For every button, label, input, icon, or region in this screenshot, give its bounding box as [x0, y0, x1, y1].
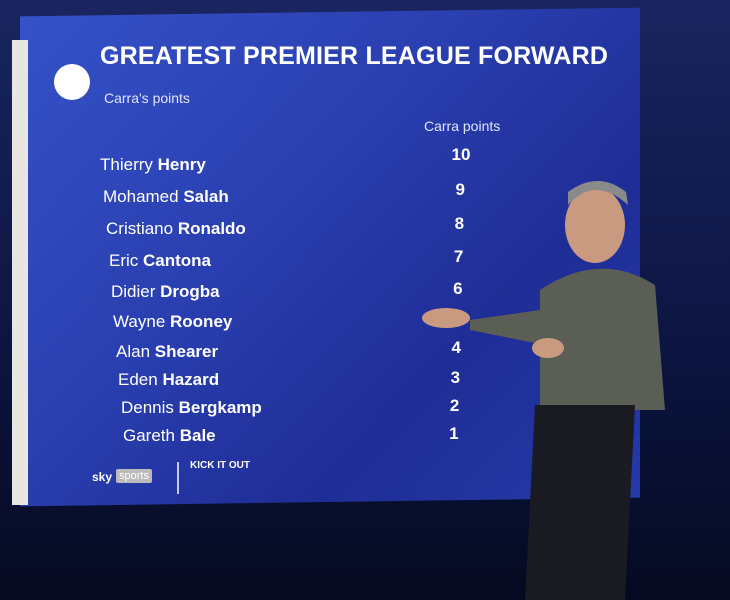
first-name: Alan	[116, 342, 151, 361]
player-name: Eden Hazard	[118, 370, 219, 390]
player-name: Eric Cantona	[109, 251, 211, 271]
first-name: Wayne	[113, 312, 166, 331]
first-name: Dennis	[121, 398, 174, 417]
points: 10	[451, 145, 471, 164]
last-name: Hazard	[162, 370, 220, 389]
subtitle: Carra's points	[104, 90, 190, 106]
player-name: Didier Drogba	[111, 282, 220, 302]
last-name: Shearer	[154, 342, 219, 361]
points: 3	[450, 368, 461, 387]
points: 1	[449, 424, 459, 443]
points: 7	[453, 247, 464, 266]
column-header: Carra points	[424, 118, 501, 134]
first-name: Didier	[111, 282, 156, 301]
points: 6	[453, 279, 463, 298]
first-name: Gareth	[123, 426, 175, 445]
league-logo	[54, 64, 90, 100]
first-name: Cristiano	[106, 219, 174, 238]
player-name: Mohamed Salah	[103, 187, 229, 207]
points: 8	[454, 214, 465, 233]
campaign-logo: KICK IT OUT	[190, 460, 250, 471]
player-name: Gareth Bale	[123, 426, 216, 446]
first-name: Thierry	[100, 155, 153, 174]
player-name: Dennis Bergkamp	[121, 398, 262, 418]
first-name: Eden	[118, 370, 158, 389]
points: 2	[449, 396, 460, 415]
last-name: Ronaldo	[177, 219, 246, 238]
first-name: Mohamed	[103, 187, 179, 206]
player-name: Alan Shearer	[116, 342, 218, 362]
player-name: Cristiano Ronaldo	[106, 219, 246, 239]
last-name: Bergkamp	[178, 398, 262, 417]
points: 9	[455, 180, 465, 199]
presenter	[422, 181, 665, 600]
sports-logo: sports	[116, 469, 152, 483]
last-name: Salah	[183, 187, 229, 206]
first-name: Eric	[109, 251, 139, 270]
player-name: Wayne Rooney	[113, 312, 232, 332]
points: 4	[451, 338, 461, 357]
last-name: Bale	[179, 426, 216, 445]
last-name: Rooney	[170, 312, 233, 331]
last-name: Drogba	[160, 282, 220, 301]
last-name: Henry	[157, 155, 206, 174]
player-name: Thierry Henry	[100, 155, 206, 175]
last-name: Cantona	[143, 251, 212, 270]
sky-logo: sky	[92, 470, 113, 484]
screen-edge	[12, 40, 28, 505]
title: GREATEST PREMIER LEAGUE FORWARD	[100, 42, 609, 70]
